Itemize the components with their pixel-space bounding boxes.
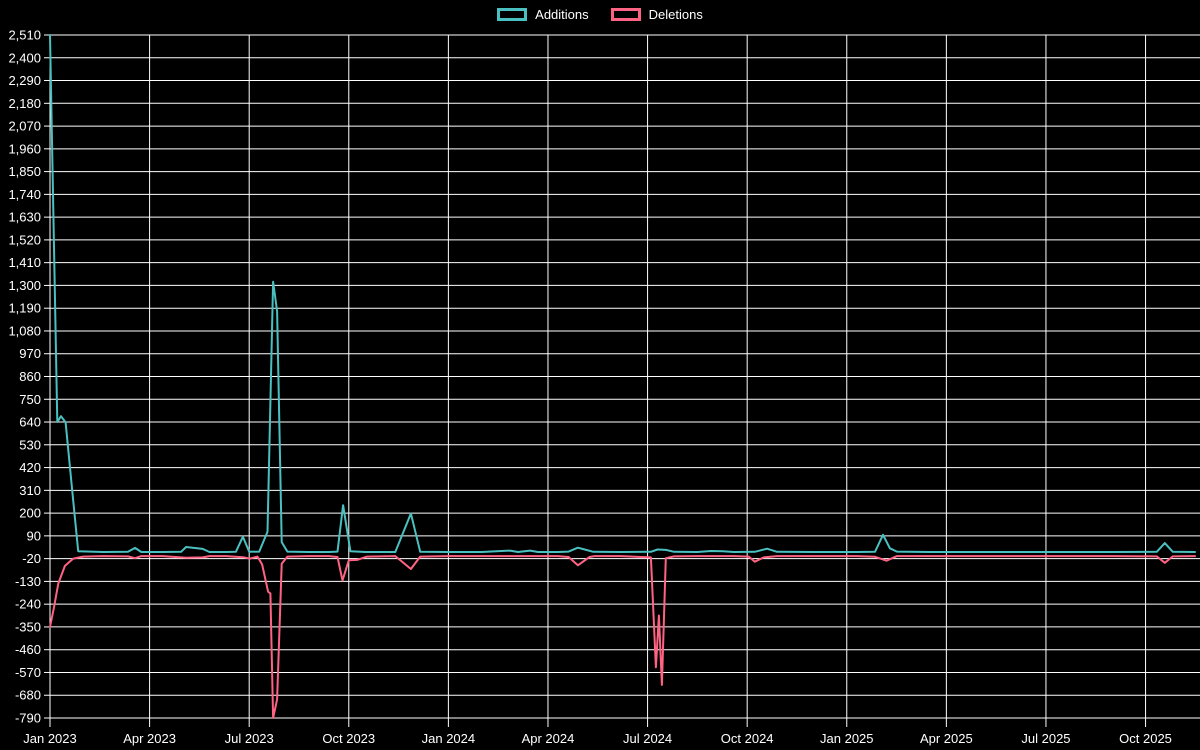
y-axis-tick-label: 1,190 bbox=[8, 301, 41, 316]
y-axis-tick-label: 1,850 bbox=[8, 164, 41, 179]
x-axis-tick-label: Jan 2025 bbox=[820, 731, 874, 746]
y-axis-tick-label: -570 bbox=[15, 665, 41, 680]
x-axis-tick-label: Jan 2023 bbox=[23, 731, 77, 746]
legend-item-additions[interactable]: Additions bbox=[497, 7, 589, 22]
legend-item-deletions[interactable]: Deletions bbox=[610, 7, 703, 22]
x-axis-tick-label: Jul 2024 bbox=[623, 731, 672, 746]
y-axis-tick-label: -460 bbox=[15, 642, 41, 657]
y-axis-tick-label: 420 bbox=[19, 460, 41, 475]
y-axis-tick-label: 750 bbox=[19, 392, 41, 407]
legend-label-deletions: Deletions bbox=[648, 7, 703, 22]
y-axis-tick-label: 640 bbox=[19, 415, 41, 430]
y-axis-tick-label: 1,740 bbox=[8, 187, 41, 202]
y-axis-tick-label: 1,410 bbox=[8, 255, 41, 270]
x-axis-tick-label: Apr 2024 bbox=[522, 731, 575, 746]
y-axis-tick-label: 2,510 bbox=[8, 28, 41, 43]
x-axis-tick-label: Jan 2024 bbox=[422, 731, 476, 746]
y-axis-tick-label: -20 bbox=[22, 551, 41, 566]
y-axis-tick-label: 1,300 bbox=[8, 278, 41, 293]
y-axis-tick-label: -790 bbox=[15, 711, 41, 726]
deletions-swatch-icon bbox=[610, 8, 641, 21]
y-axis-tick-label: 530 bbox=[19, 437, 41, 452]
y-axis-tick-label: 2,070 bbox=[8, 119, 41, 134]
y-axis-tick-label: 1,520 bbox=[8, 232, 41, 247]
chart-legend: Additions Deletions bbox=[0, 8, 1200, 21]
deletions-line bbox=[49, 555, 1196, 719]
x-axis-tick-label: Jul 2025 bbox=[1021, 731, 1070, 746]
y-axis-tick-label: -240 bbox=[15, 597, 41, 612]
y-axis-tick-label: 90 bbox=[27, 528, 41, 543]
x-axis-tick-label: Jul 2023 bbox=[225, 731, 274, 746]
y-axis-tick-label: -350 bbox=[15, 619, 41, 634]
y-axis-tick-label: 2,180 bbox=[8, 96, 41, 111]
y-axis-tick-label: 2,400 bbox=[8, 50, 41, 65]
x-axis-tick-label: Apr 2023 bbox=[123, 731, 176, 746]
y-axis-tick-label: -680 bbox=[15, 688, 41, 703]
additions-swatch-icon bbox=[497, 8, 528, 21]
y-axis-tick-label: 200 bbox=[19, 506, 41, 521]
y-axis-tick-label: 860 bbox=[19, 369, 41, 384]
y-axis-tick-label: -130 bbox=[15, 574, 41, 589]
x-axis-tick-label: Oct 2025 bbox=[1119, 731, 1172, 746]
y-axis-tick-label: 1,080 bbox=[8, 323, 41, 338]
legend-label-additions: Additions bbox=[535, 7, 589, 22]
y-axis-tick-label: 310 bbox=[19, 483, 41, 498]
y-axis-tick-label: 970 bbox=[19, 346, 41, 361]
additions-line bbox=[49, 34, 1196, 553]
y-axis-tick-label: 1,960 bbox=[8, 141, 41, 156]
y-axis-tick-label: 1,630 bbox=[8, 210, 41, 225]
y-axis-tick-label: 2,290 bbox=[8, 73, 41, 88]
x-axis-tick-label: Oct 2023 bbox=[322, 731, 375, 746]
x-axis-tick-label: Apr 2025 bbox=[920, 731, 973, 746]
x-axis-tick-label: Oct 2024 bbox=[721, 731, 774, 746]
